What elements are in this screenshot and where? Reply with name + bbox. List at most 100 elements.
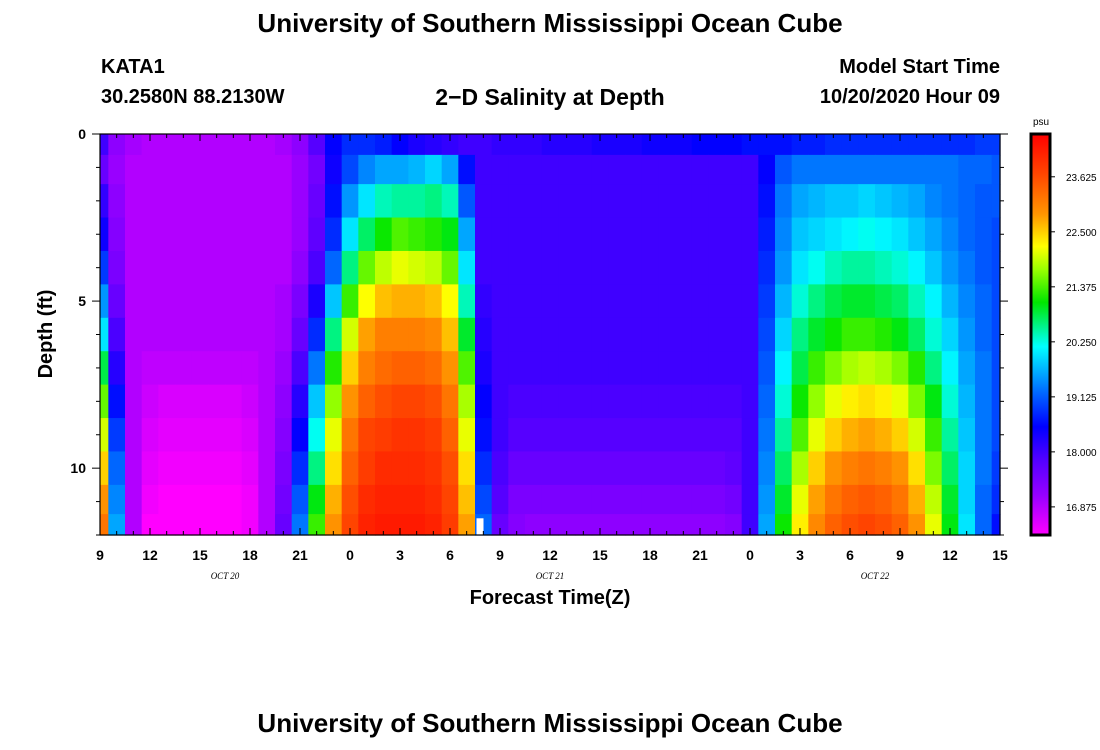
heatmap-cell bbox=[491, 384, 509, 419]
heatmap-cell bbox=[375, 217, 393, 252]
heatmap-cell bbox=[808, 484, 826, 515]
heatmap-cell bbox=[191, 384, 209, 419]
heatmap-cell bbox=[141, 250, 159, 285]
heatmap-cell bbox=[275, 514, 293, 536]
footer-title: University of Southern Mississippi Ocean… bbox=[257, 708, 843, 738]
heatmap-cell bbox=[225, 217, 243, 252]
heatmap-cell bbox=[541, 154, 559, 185]
x-tick-label: 6 bbox=[446, 547, 454, 563]
colorbar-gradient bbox=[1029, 132, 1052, 537]
heatmap-cell bbox=[441, 514, 459, 536]
heatmap-cell bbox=[258, 418, 276, 453]
heatmap-cell bbox=[491, 134, 509, 156]
heatmap-cell bbox=[225, 514, 243, 536]
heatmap-cell bbox=[358, 284, 376, 319]
heatmap-cell bbox=[341, 514, 359, 536]
heatmap-cell bbox=[825, 134, 843, 156]
heatmap-cell bbox=[108, 184, 126, 219]
heatmap-cell bbox=[691, 250, 709, 285]
heatmap-cell bbox=[858, 484, 876, 515]
heatmap-cell bbox=[925, 284, 943, 319]
heatmap-cell bbox=[291, 418, 309, 453]
heatmap-cell bbox=[108, 154, 126, 185]
x-tick-label: 18 bbox=[242, 547, 258, 563]
heatmap-cell bbox=[541, 351, 559, 386]
heatmap-cell bbox=[191, 418, 209, 453]
heatmap-cell bbox=[275, 484, 293, 515]
heatmap-cell bbox=[475, 217, 493, 252]
heatmap-cell bbox=[641, 154, 659, 185]
heatmap-cell bbox=[741, 284, 759, 319]
heatmap-cell bbox=[341, 184, 359, 219]
heatmap-cell bbox=[658, 351, 676, 386]
heatmap-cell bbox=[775, 451, 793, 486]
heatmap-cell bbox=[391, 418, 409, 453]
heatmap-cell bbox=[458, 250, 476, 285]
heatmap-cell bbox=[108, 134, 126, 156]
heatmap-cell bbox=[991, 217, 1001, 252]
heatmap-cell bbox=[475, 154, 493, 185]
heatmap-cell bbox=[391, 154, 409, 185]
heatmap-cell bbox=[391, 514, 409, 536]
heatmap-cell bbox=[375, 134, 393, 156]
heatmap-cell bbox=[608, 154, 626, 185]
heatmap-cell bbox=[191, 250, 209, 285]
heatmap-cell bbox=[408, 284, 426, 319]
heatmap-cell bbox=[558, 514, 576, 536]
heatmap-cell bbox=[625, 134, 643, 156]
heatmap-cell bbox=[858, 184, 876, 219]
heatmap-cell bbox=[275, 351, 293, 386]
heatmap-cell bbox=[175, 484, 193, 515]
heatmap-cell bbox=[491, 250, 509, 285]
x-tick-label: 0 bbox=[346, 547, 354, 563]
heatmap-cell bbox=[358, 418, 376, 453]
heatmap-cell bbox=[808, 418, 826, 453]
heatmap-cell bbox=[941, 418, 959, 453]
heatmap-cell bbox=[108, 317, 126, 352]
heatmap-cell bbox=[475, 184, 493, 219]
x-tick-label: 15 bbox=[592, 547, 608, 563]
heatmap-cell bbox=[808, 250, 826, 285]
heatmap-cell bbox=[725, 250, 743, 285]
date-label: OCT 22 bbox=[861, 571, 890, 581]
heatmap-cell bbox=[100, 317, 109, 352]
heatmap-cell bbox=[675, 154, 693, 185]
heatmap-cell bbox=[991, 284, 1001, 319]
heatmap-cell bbox=[225, 451, 243, 486]
heatmap-cell bbox=[691, 351, 709, 386]
heatmap-cell bbox=[725, 418, 743, 453]
heatmap-cell bbox=[208, 451, 226, 486]
heatmap-cell bbox=[408, 451, 426, 486]
heatmap-cell bbox=[891, 384, 909, 419]
heatmap-cell bbox=[258, 514, 276, 536]
heatmap-cell bbox=[558, 384, 576, 419]
heatmap-cell bbox=[591, 284, 609, 319]
heatmap-cell bbox=[775, 154, 793, 185]
heatmap-cell bbox=[358, 217, 376, 252]
heatmap-cell bbox=[708, 451, 726, 486]
heatmap-cell bbox=[191, 154, 209, 185]
heatmap-cell bbox=[191, 484, 209, 515]
heatmap-cell bbox=[100, 418, 109, 453]
heatmap-cell bbox=[691, 514, 709, 536]
heatmap-cell bbox=[841, 134, 859, 156]
heatmap-cell bbox=[758, 184, 776, 219]
heatmap-cell bbox=[358, 250, 376, 285]
heatmap-cell bbox=[575, 384, 593, 419]
heatmap-cell bbox=[525, 134, 543, 156]
heatmap-cell bbox=[475, 484, 493, 515]
heatmap-cell bbox=[341, 284, 359, 319]
heatmap-cell bbox=[375, 451, 393, 486]
heatmap-cell bbox=[358, 514, 376, 536]
heatmap-cell bbox=[291, 217, 309, 252]
x-tick-label: 12 bbox=[142, 547, 158, 563]
heatmap-cell bbox=[175, 134, 193, 156]
heatmap-cell bbox=[375, 284, 393, 319]
heatmap-cell bbox=[908, 250, 926, 285]
heatmap-cell bbox=[941, 317, 959, 352]
heatmap-cell bbox=[958, 250, 976, 285]
heatmap-cell bbox=[175, 284, 193, 319]
heatmap-cell bbox=[625, 514, 643, 536]
heatmap-cell bbox=[525, 351, 543, 386]
